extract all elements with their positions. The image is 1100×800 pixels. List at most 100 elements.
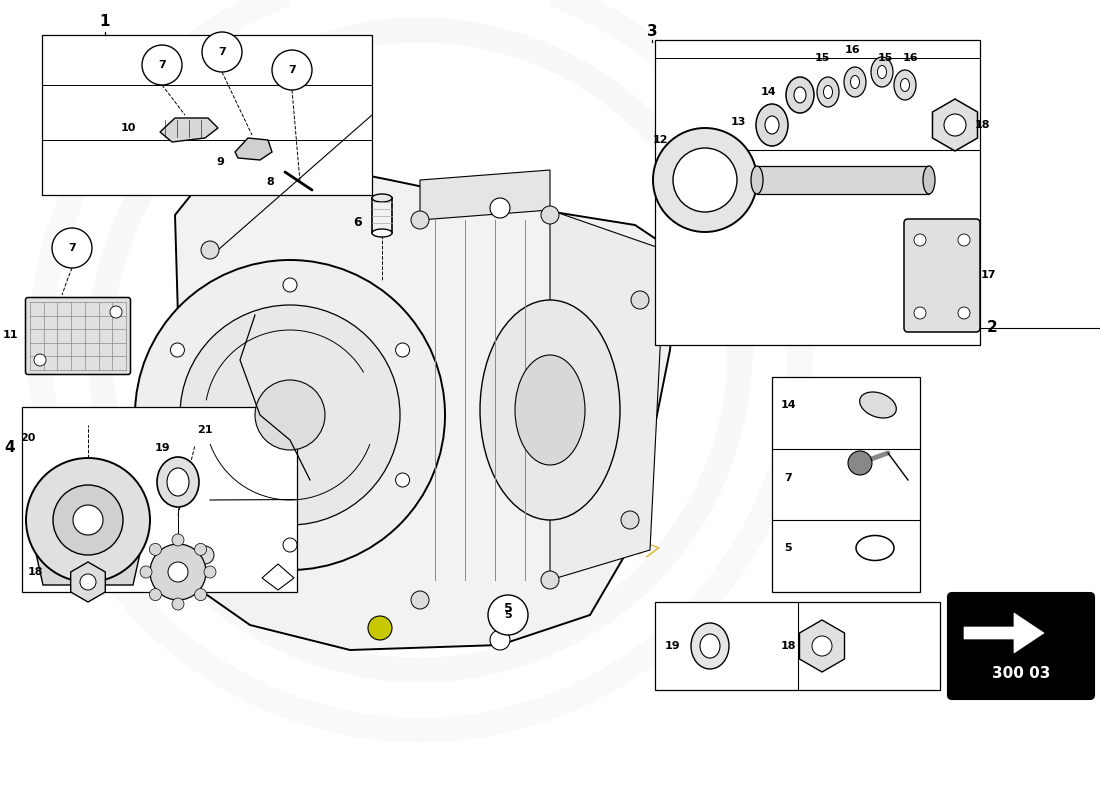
Text: 6: 6 bbox=[354, 215, 362, 229]
Ellipse shape bbox=[480, 300, 620, 520]
Text: 13: 13 bbox=[730, 117, 746, 127]
Polygon shape bbox=[933, 99, 978, 151]
Circle shape bbox=[368, 616, 392, 640]
Circle shape bbox=[411, 211, 429, 229]
Circle shape bbox=[172, 534, 184, 546]
Text: 16: 16 bbox=[844, 45, 860, 55]
Ellipse shape bbox=[850, 75, 859, 89]
Circle shape bbox=[73, 505, 103, 535]
Ellipse shape bbox=[691, 623, 729, 669]
Circle shape bbox=[812, 636, 832, 656]
Circle shape bbox=[202, 32, 242, 72]
Circle shape bbox=[653, 128, 757, 232]
Bar bbox=[42, 35, 372, 195]
Circle shape bbox=[958, 307, 970, 319]
Text: 7: 7 bbox=[784, 473, 792, 483]
Circle shape bbox=[541, 206, 559, 224]
Ellipse shape bbox=[844, 67, 866, 97]
Text: 1: 1 bbox=[100, 14, 110, 30]
Text: 7: 7 bbox=[288, 65, 296, 75]
Ellipse shape bbox=[167, 468, 189, 496]
Bar bbox=[654, 602, 940, 690]
Text: 16: 16 bbox=[902, 53, 917, 63]
Circle shape bbox=[958, 234, 970, 246]
Ellipse shape bbox=[817, 77, 839, 107]
Text: 11: 11 bbox=[2, 330, 18, 340]
Text: 5: 5 bbox=[784, 543, 792, 553]
Ellipse shape bbox=[923, 166, 935, 194]
Circle shape bbox=[53, 485, 123, 555]
Text: EURO: EURO bbox=[195, 251, 506, 349]
Polygon shape bbox=[160, 118, 218, 142]
Text: 2: 2 bbox=[987, 321, 998, 335]
Ellipse shape bbox=[786, 77, 814, 113]
Circle shape bbox=[52, 228, 92, 268]
Polygon shape bbox=[550, 210, 666, 580]
Circle shape bbox=[201, 241, 219, 259]
Circle shape bbox=[34, 354, 46, 366]
Ellipse shape bbox=[751, 166, 763, 194]
Circle shape bbox=[631, 291, 649, 309]
Polygon shape bbox=[964, 613, 1044, 653]
Circle shape bbox=[196, 546, 214, 564]
Text: 14: 14 bbox=[760, 87, 775, 97]
Text: 17: 17 bbox=[980, 270, 996, 280]
Circle shape bbox=[490, 630, 510, 650]
Circle shape bbox=[411, 591, 429, 609]
Circle shape bbox=[944, 114, 966, 136]
Circle shape bbox=[150, 589, 162, 601]
Text: 8: 8 bbox=[266, 177, 274, 187]
Text: 5: 5 bbox=[504, 602, 513, 614]
Circle shape bbox=[195, 543, 207, 555]
Circle shape bbox=[204, 566, 216, 578]
Text: 10: 10 bbox=[120, 123, 135, 133]
Polygon shape bbox=[420, 170, 550, 220]
Circle shape bbox=[195, 589, 207, 601]
Text: 21: 21 bbox=[197, 425, 212, 435]
Ellipse shape bbox=[372, 194, 392, 202]
Text: 19: 19 bbox=[154, 443, 169, 453]
Circle shape bbox=[135, 260, 446, 570]
Circle shape bbox=[396, 473, 409, 487]
Bar bbox=[654, 40, 980, 345]
Text: 4: 4 bbox=[4, 441, 15, 455]
Text: 300 03: 300 03 bbox=[992, 666, 1050, 681]
Text: 20: 20 bbox=[20, 433, 35, 443]
Circle shape bbox=[541, 571, 559, 589]
Circle shape bbox=[272, 50, 312, 90]
Ellipse shape bbox=[157, 457, 199, 507]
Circle shape bbox=[283, 278, 297, 292]
Ellipse shape bbox=[901, 78, 910, 91]
Text: 5: 5 bbox=[504, 610, 512, 620]
Ellipse shape bbox=[860, 392, 896, 418]
Text: 3: 3 bbox=[647, 25, 658, 39]
FancyBboxPatch shape bbox=[25, 298, 131, 374]
Circle shape bbox=[150, 543, 162, 555]
Circle shape bbox=[848, 451, 872, 475]
Text: 15: 15 bbox=[878, 53, 893, 63]
Ellipse shape bbox=[894, 70, 916, 100]
Text: a passion for parts since 1987: a passion for parts since 1987 bbox=[379, 436, 660, 564]
Circle shape bbox=[180, 305, 400, 525]
Text: 7: 7 bbox=[158, 60, 166, 70]
Ellipse shape bbox=[756, 104, 788, 146]
Circle shape bbox=[172, 598, 184, 610]
Ellipse shape bbox=[794, 87, 806, 103]
Circle shape bbox=[142, 45, 182, 85]
Polygon shape bbox=[235, 138, 272, 160]
Text: PARTS: PARTS bbox=[173, 402, 527, 498]
Text: 15: 15 bbox=[814, 53, 829, 63]
Text: 14: 14 bbox=[780, 400, 795, 410]
Polygon shape bbox=[70, 562, 106, 602]
Circle shape bbox=[490, 198, 510, 218]
Ellipse shape bbox=[515, 355, 585, 465]
Ellipse shape bbox=[878, 66, 887, 78]
Circle shape bbox=[26, 458, 150, 582]
Circle shape bbox=[140, 566, 152, 578]
Circle shape bbox=[150, 544, 206, 600]
Polygon shape bbox=[175, 155, 675, 650]
Circle shape bbox=[110, 306, 122, 318]
Polygon shape bbox=[33, 540, 143, 585]
Ellipse shape bbox=[700, 634, 720, 658]
Circle shape bbox=[914, 307, 926, 319]
